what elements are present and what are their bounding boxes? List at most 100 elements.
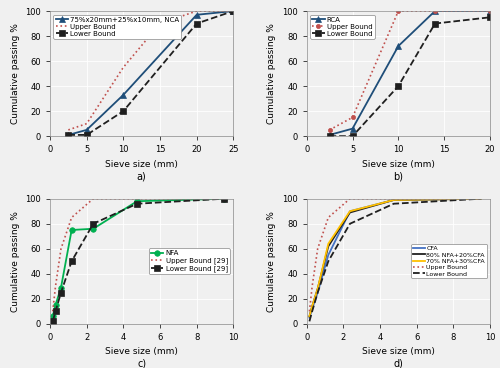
Line: 70% NFA+30%CFA: 70% NFA+30%CFA bbox=[310, 199, 481, 316]
Lower Bound bbox=[391, 202, 397, 206]
70% NFA+30%CFA bbox=[309, 304, 315, 308]
Upper Bound [29] bbox=[52, 284, 59, 289]
70% NFA+30%CFA bbox=[391, 198, 397, 202]
Line: Lower Bound: Lower Bound bbox=[310, 199, 481, 321]
RCA bbox=[396, 44, 402, 48]
Y-axis label: Cumulative passing %: Cumulative passing % bbox=[268, 211, 276, 312]
75%x20mm+25%x10mm, NCA bbox=[66, 133, 71, 137]
80% NFA+20%CFA bbox=[314, 287, 320, 291]
Lower Bound [29] bbox=[58, 290, 64, 295]
Lower Bound bbox=[487, 15, 493, 20]
Upper Bound bbox=[314, 247, 320, 251]
Lower Bound bbox=[120, 109, 126, 113]
Lower Bound bbox=[326, 134, 332, 138]
80% NFA+20%CFA bbox=[326, 244, 332, 248]
70% NFA+30%CFA bbox=[326, 241, 332, 246]
Lower Bound bbox=[309, 309, 315, 314]
Lower Bound bbox=[350, 134, 356, 138]
Upper Bound bbox=[326, 215, 332, 220]
80% NFA+20%CFA bbox=[309, 304, 315, 308]
Legend: 75%x20mm+25%x10mm, NCA, Upper Bound, Lower Bound: 75%x20mm+25%x10mm, NCA, Upper Bound, Low… bbox=[54, 14, 182, 39]
Lower Bound bbox=[84, 133, 89, 137]
NFA bbox=[221, 197, 227, 201]
Upper Bound bbox=[309, 284, 315, 289]
Upper Bound bbox=[84, 121, 89, 126]
75%x20mm+25%x10mm, NCA bbox=[120, 93, 126, 97]
Line: Upper Bound: Upper Bound bbox=[328, 9, 492, 132]
Lower Bound bbox=[194, 21, 200, 26]
Line: Lower Bound: Lower Bound bbox=[66, 8, 236, 138]
Line: Lower Bound [29]: Lower Bound [29] bbox=[50, 196, 227, 324]
NFA bbox=[52, 303, 59, 307]
Upper Bound bbox=[326, 128, 332, 132]
Lower Bound [29] bbox=[50, 319, 56, 323]
70% NFA+30%CFA bbox=[306, 314, 312, 319]
Line: Upper Bound: Upper Bound bbox=[310, 199, 481, 311]
Legend: RCA, Upper Bound, Lower Bound: RCA, Upper Bound, Lower Bound bbox=[310, 14, 374, 39]
Upper Bound bbox=[487, 9, 493, 13]
X-axis label: Sieve size (mm): Sieve size (mm) bbox=[105, 347, 178, 357]
70% NFA+30%CFA bbox=[314, 287, 320, 291]
Line: Upper Bound: Upper Bound bbox=[68, 11, 234, 130]
75%x20mm+25%x10mm, NCA bbox=[194, 13, 200, 17]
Lower Bound [29] bbox=[134, 202, 140, 206]
Upper Bound [29] bbox=[58, 247, 64, 251]
80% NFA+20%CFA bbox=[347, 210, 353, 215]
Upper Bound [29] bbox=[50, 309, 56, 314]
Upper Bound [29] bbox=[134, 197, 140, 201]
Line: NFA: NFA bbox=[50, 196, 227, 319]
CFA bbox=[478, 197, 484, 201]
Lower Bound bbox=[306, 319, 312, 323]
Upper Bound [29] bbox=[221, 197, 227, 201]
CFA bbox=[309, 307, 315, 311]
RCA bbox=[487, 9, 493, 13]
CFA bbox=[306, 315, 312, 320]
X-axis label: Sieve size (mm): Sieve size (mm) bbox=[105, 160, 178, 169]
Y-axis label: Cumulative passing %: Cumulative passing % bbox=[268, 23, 276, 124]
Text: a): a) bbox=[137, 171, 146, 181]
Line: 75%x20mm+25%x10mm, NCA: 75%x20mm+25%x10mm, NCA bbox=[66, 8, 236, 138]
Upper Bound bbox=[157, 21, 163, 26]
Upper Bound bbox=[396, 9, 402, 13]
70% NFA+30%CFA bbox=[478, 197, 484, 201]
Upper Bound bbox=[478, 197, 484, 201]
Upper Bound bbox=[391, 197, 397, 201]
Text: c): c) bbox=[137, 359, 146, 368]
RCA bbox=[432, 9, 438, 13]
Text: b): b) bbox=[394, 171, 404, 181]
CFA bbox=[326, 253, 332, 257]
Upper Bound [29] bbox=[90, 197, 96, 201]
Line: RCA: RCA bbox=[327, 8, 493, 138]
NFA bbox=[68, 228, 74, 232]
Lower Bound bbox=[230, 9, 236, 13]
Legend: NFA, Upper Bound [29], Lower Bound [29]: NFA, Upper Bound [29], Lower Bound [29] bbox=[149, 248, 230, 274]
Lower Bound bbox=[347, 222, 353, 226]
RCA bbox=[326, 133, 332, 137]
Upper Bound [29] bbox=[68, 215, 74, 220]
70% NFA+30%CFA bbox=[347, 209, 353, 213]
Lower Bound bbox=[478, 197, 484, 201]
80% NFA+20%CFA bbox=[306, 314, 312, 319]
Legend: CFA, 80% NFA+20%CFA, 70% NFA+30%CFA, Upper Bound, Lower Bound: CFA, 80% NFA+20%CFA, 70% NFA+30%CFA, Upp… bbox=[412, 244, 487, 279]
Lower Bound [29] bbox=[221, 197, 227, 201]
Lower Bound bbox=[66, 133, 71, 137]
Lower Bound [29] bbox=[68, 259, 74, 263]
Upper Bound bbox=[347, 197, 353, 201]
Lower Bound bbox=[326, 259, 332, 263]
80% NFA+20%CFA bbox=[391, 198, 397, 202]
Lower Bound bbox=[396, 84, 402, 88]
75%x20mm+25%x10mm, NCA bbox=[84, 128, 89, 132]
80% NFA+20%CFA bbox=[478, 197, 484, 201]
Y-axis label: Cumulative passing %: Cumulative passing % bbox=[10, 23, 20, 124]
Line: CFA: CFA bbox=[310, 199, 481, 318]
Upper Bound bbox=[120, 65, 126, 70]
Upper Bound bbox=[432, 9, 438, 13]
Line: Upper Bound [29]: Upper Bound [29] bbox=[53, 199, 224, 311]
Lower Bound bbox=[314, 290, 320, 295]
Upper Bound bbox=[350, 115, 356, 120]
RCA bbox=[350, 127, 356, 131]
NFA bbox=[90, 227, 96, 231]
75%x20mm+25%x10mm, NCA bbox=[230, 9, 236, 13]
NFA bbox=[50, 314, 56, 319]
Line: Lower Bound: Lower Bound bbox=[327, 8, 500, 139]
